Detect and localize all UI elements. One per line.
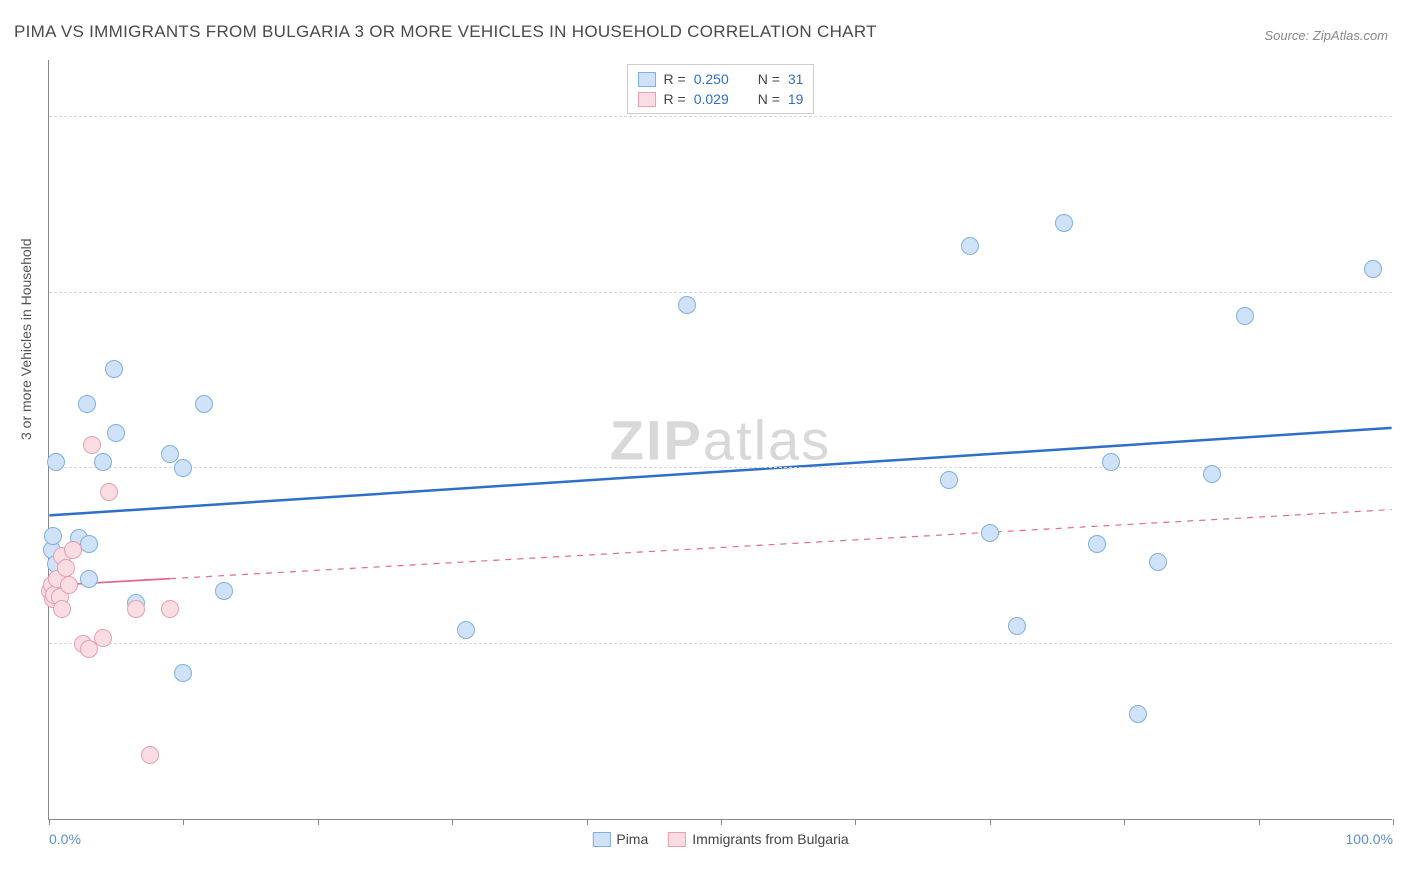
trend-line-solid: [49, 428, 1391, 516]
scatter-point: [94, 453, 112, 471]
scatter-point: [1149, 553, 1167, 571]
x-tick: [721, 819, 722, 825]
plot-area: ZIPatlas R =0.250N =31R =0.029N =19 Pima…: [48, 60, 1392, 820]
scatter-point: [80, 570, 98, 588]
x-tick: [1393, 819, 1394, 825]
scatter-point: [47, 453, 65, 471]
x-tick: [1124, 819, 1125, 825]
scatter-point: [44, 527, 62, 545]
gridline: [49, 292, 1392, 293]
scatter-point: [1236, 307, 1254, 325]
watermark-light: atlas: [703, 408, 831, 471]
scatter-point: [981, 524, 999, 542]
scatter-point: [940, 471, 958, 489]
scatter-point: [161, 600, 179, 618]
x-tick: [587, 819, 588, 825]
x-tick: [990, 819, 991, 825]
r-label: R =: [664, 71, 686, 87]
scatter-point: [80, 535, 98, 553]
source-attribution: Source: ZipAtlas.com: [1264, 28, 1388, 43]
scatter-point: [60, 576, 78, 594]
legend-swatch: [638, 92, 656, 107]
scatter-point: [1364, 260, 1382, 278]
x-tick: [855, 819, 856, 825]
y-axis-title: 3 or more Vehicles in Household: [18, 238, 34, 440]
n-label: N =: [758, 91, 780, 107]
series-legend: Pima Immigrants from Bulgaria: [592, 831, 848, 847]
scatter-point: [1088, 535, 1106, 553]
scatter-point: [83, 436, 101, 454]
x-tick: [318, 819, 319, 825]
gridline: [49, 467, 1392, 468]
scatter-point: [107, 424, 125, 442]
scatter-point: [1203, 465, 1221, 483]
x-tick: [452, 819, 453, 825]
series-legend-item: Immigrants from Bulgaria: [668, 831, 848, 847]
correlation-legend-row: R = 0.029 N = 19: [638, 89, 804, 109]
x-tick-label: 0.0%: [49, 831, 81, 847]
scatter-point: [1008, 617, 1026, 635]
gridline: [49, 643, 1392, 644]
scatter-point: [1129, 705, 1147, 723]
trend-lines-layer: [49, 60, 1392, 819]
scatter-point: [100, 483, 118, 501]
scatter-point: [1102, 453, 1120, 471]
n-value: 31: [788, 71, 804, 87]
scatter-point: [174, 664, 192, 682]
legend-swatch: [668, 832, 686, 847]
scatter-point: [678, 296, 696, 314]
scatter-point: [64, 541, 82, 559]
x-tick: [49, 819, 50, 825]
x-tick: [183, 819, 184, 825]
legend-swatch: [592, 832, 610, 847]
watermark-bold: ZIP: [610, 408, 703, 471]
scatter-point: [94, 629, 112, 647]
legend-swatch: [638, 72, 656, 87]
scatter-point: [161, 445, 179, 463]
scatter-point: [105, 360, 123, 378]
scatter-point: [57, 559, 75, 577]
series-legend-label: Pima: [616, 831, 648, 847]
n-value: 19: [788, 91, 804, 107]
scatter-point: [215, 582, 233, 600]
r-value: 0.029: [694, 91, 742, 107]
scatter-point: [457, 621, 475, 639]
scatter-point: [53, 600, 71, 618]
watermark: ZIPatlas: [610, 407, 831, 472]
correlation-legend: R = 0.250 N = 31 R = 0.029 N = 19: [627, 64, 815, 114]
r-label: R =: [664, 91, 686, 107]
scatter-point: [127, 600, 145, 618]
series-legend-label: Immigrants from Bulgaria: [692, 831, 848, 847]
r-value: 0.250: [694, 71, 742, 87]
trend-line-dashed: [170, 510, 1391, 579]
scatter-point: [174, 459, 192, 477]
scatter-point: [1055, 214, 1073, 232]
gridline: [49, 116, 1392, 117]
x-tick: [1259, 819, 1260, 825]
scatter-point: [961, 237, 979, 255]
scatter-point: [195, 395, 213, 413]
chart-title: PIMA VS IMMIGRANTS FROM BULGARIA 3 OR MO…: [14, 22, 877, 42]
correlation-legend-row: R = 0.250 N = 31: [638, 69, 804, 89]
series-legend-item: Pima: [592, 831, 648, 847]
n-label: N =: [758, 71, 780, 87]
scatter-point: [78, 395, 96, 413]
scatter-point: [141, 746, 159, 764]
x-tick-label: 100.0%: [1346, 831, 1393, 847]
